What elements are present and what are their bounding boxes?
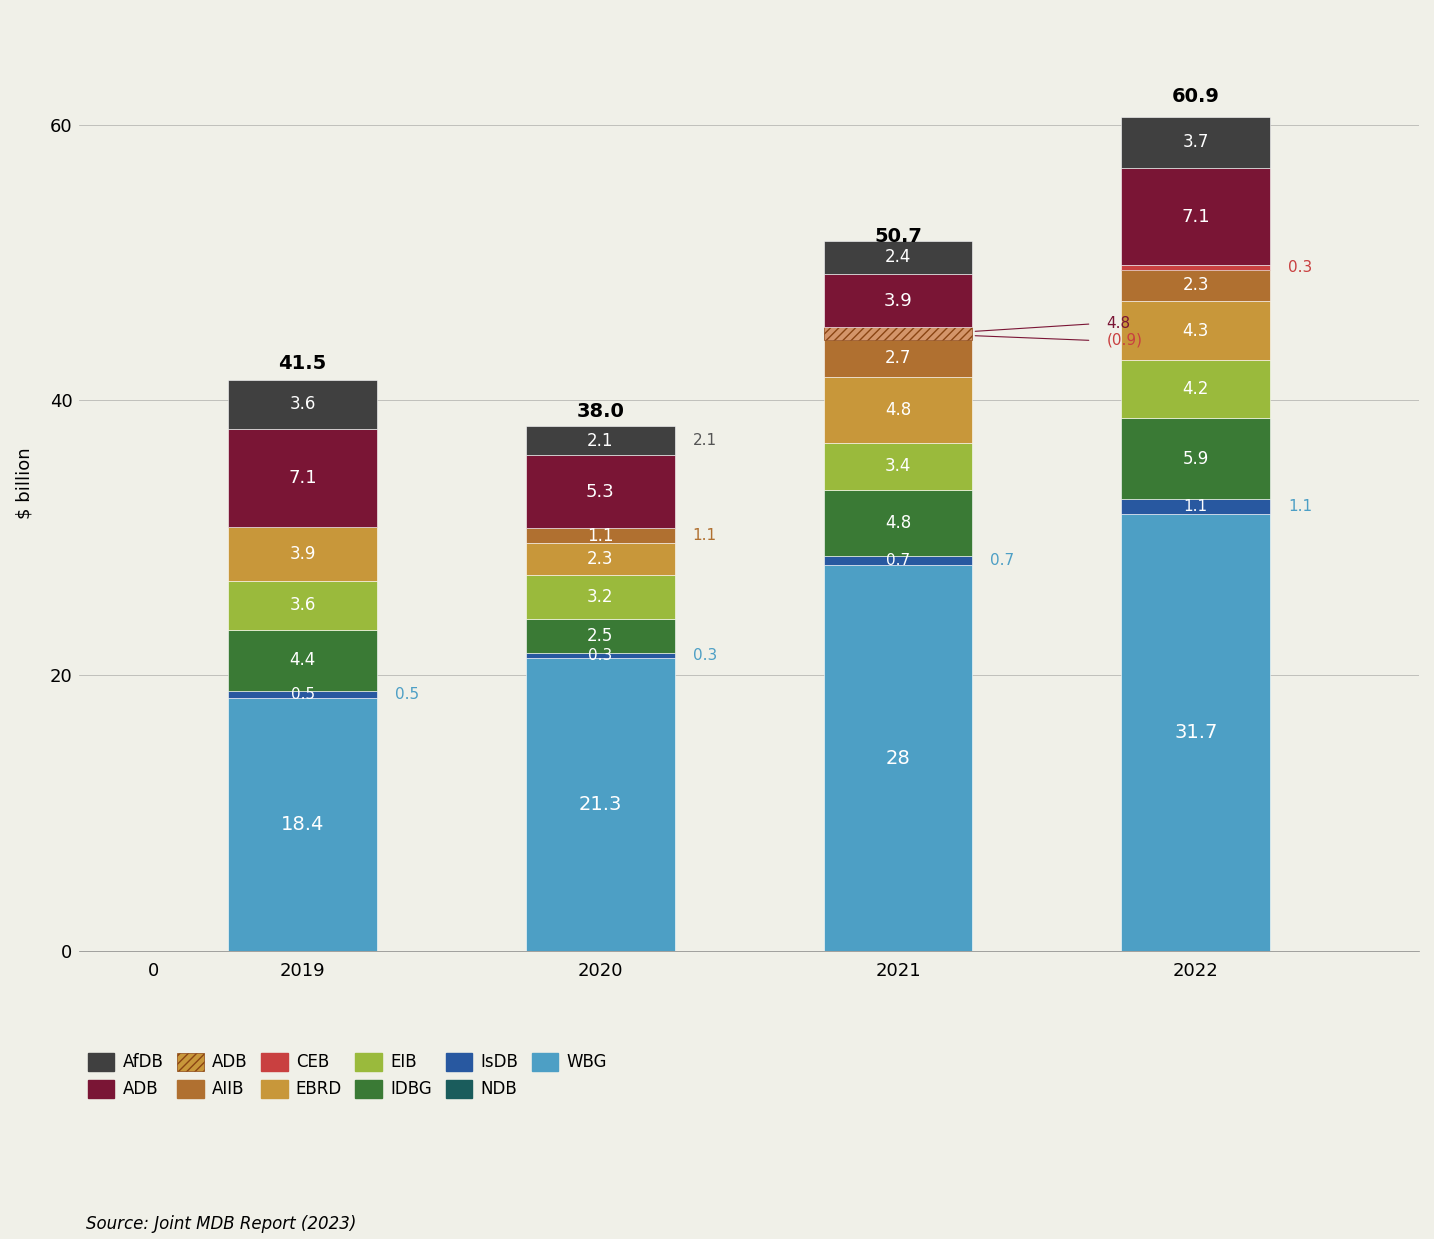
Text: 5.3: 5.3 — [587, 483, 615, 501]
Bar — [1121, 514, 1271, 950]
Text: 3.6: 3.6 — [290, 596, 315, 615]
Bar — [1121, 361, 1271, 419]
Text: 1.1: 1.1 — [693, 528, 717, 544]
Bar — [228, 690, 377, 698]
Text: 7.1: 7.1 — [288, 470, 317, 487]
Bar — [823, 339, 972, 377]
Text: 21.3: 21.3 — [579, 794, 622, 814]
Text: 41.5: 41.5 — [278, 354, 327, 373]
Text: 0.3: 0.3 — [1288, 260, 1312, 275]
Bar — [526, 544, 675, 575]
Bar — [526, 528, 675, 544]
Text: 1.1: 1.1 — [1183, 499, 1207, 514]
Text: 4.4: 4.4 — [290, 652, 315, 669]
Text: 0.7: 0.7 — [991, 553, 1014, 569]
Bar — [823, 556, 972, 565]
Bar — [228, 429, 377, 527]
Bar — [526, 575, 675, 620]
Text: 0.5: 0.5 — [394, 686, 419, 701]
Text: 5.9: 5.9 — [1183, 450, 1209, 468]
Bar — [228, 631, 377, 690]
Bar — [228, 527, 377, 581]
Bar — [823, 377, 972, 444]
Bar — [1121, 301, 1271, 361]
Bar — [823, 444, 972, 489]
Text: 4.2: 4.2 — [1183, 380, 1209, 398]
Bar — [1121, 499, 1271, 514]
Text: 0.7: 0.7 — [886, 553, 911, 569]
Bar — [1121, 270, 1271, 301]
Text: 18.4: 18.4 — [281, 814, 324, 834]
Text: 4.3: 4.3 — [1183, 322, 1209, 339]
Text: 2.3: 2.3 — [1183, 276, 1209, 295]
Bar — [1121, 265, 1271, 270]
Bar — [823, 240, 972, 274]
Text: 3.6: 3.6 — [290, 395, 315, 414]
Text: Source: Joint MDB Report (2023): Source: Joint MDB Report (2023) — [86, 1214, 357, 1233]
Text: 1.1: 1.1 — [587, 527, 614, 545]
Text: 3.9: 3.9 — [883, 291, 912, 310]
Y-axis label: $ billion: $ billion — [14, 447, 33, 519]
Text: 2.1: 2.1 — [587, 432, 614, 450]
Bar — [526, 658, 675, 950]
Text: 50.7: 50.7 — [875, 227, 922, 247]
Bar — [823, 489, 972, 556]
Text: 2.5: 2.5 — [587, 627, 614, 646]
Text: (0.9): (0.9) — [1107, 333, 1143, 348]
Text: 28: 28 — [886, 748, 911, 767]
Bar — [526, 426, 675, 455]
Text: 0.3: 0.3 — [588, 648, 612, 663]
Text: 3.9: 3.9 — [290, 545, 315, 563]
Bar — [526, 455, 675, 528]
Text: 31.7: 31.7 — [1174, 724, 1217, 742]
Text: 3.2: 3.2 — [587, 589, 614, 606]
Bar — [823, 565, 972, 950]
Text: 60.9: 60.9 — [1172, 87, 1220, 105]
Text: 4.8: 4.8 — [885, 401, 911, 419]
Text: 0.5: 0.5 — [291, 686, 314, 701]
Bar — [1121, 419, 1271, 499]
Text: 2.7: 2.7 — [885, 349, 911, 367]
Bar — [1121, 116, 1271, 167]
Text: 7.1: 7.1 — [1182, 208, 1210, 225]
Text: 0.3: 0.3 — [693, 648, 717, 663]
Legend: AfDB, ADB, ADB, AIIB, CEB, EBRD, EIB, IDBG, IsDB, NDB, WBG: AfDB, ADB, ADB, AIIB, CEB, EBRD, EIB, ID… — [87, 1053, 607, 1098]
Bar — [823, 274, 972, 327]
Bar — [1121, 167, 1271, 265]
Text: 2.4: 2.4 — [885, 248, 911, 266]
Text: 2.3: 2.3 — [587, 550, 614, 569]
Bar — [823, 327, 972, 339]
Text: 38.0: 38.0 — [576, 401, 624, 421]
Bar — [228, 698, 377, 950]
Bar — [526, 653, 675, 658]
Text: 4.8: 4.8 — [885, 514, 911, 532]
Bar — [526, 620, 675, 653]
Text: 1.1: 1.1 — [1288, 499, 1312, 514]
Text: 3.4: 3.4 — [885, 457, 911, 476]
Text: 4.8: 4.8 — [1107, 316, 1130, 331]
Bar — [228, 581, 377, 631]
Text: 3.7: 3.7 — [1183, 134, 1209, 151]
Text: 2.1: 2.1 — [693, 434, 717, 449]
Bar — [228, 379, 377, 429]
